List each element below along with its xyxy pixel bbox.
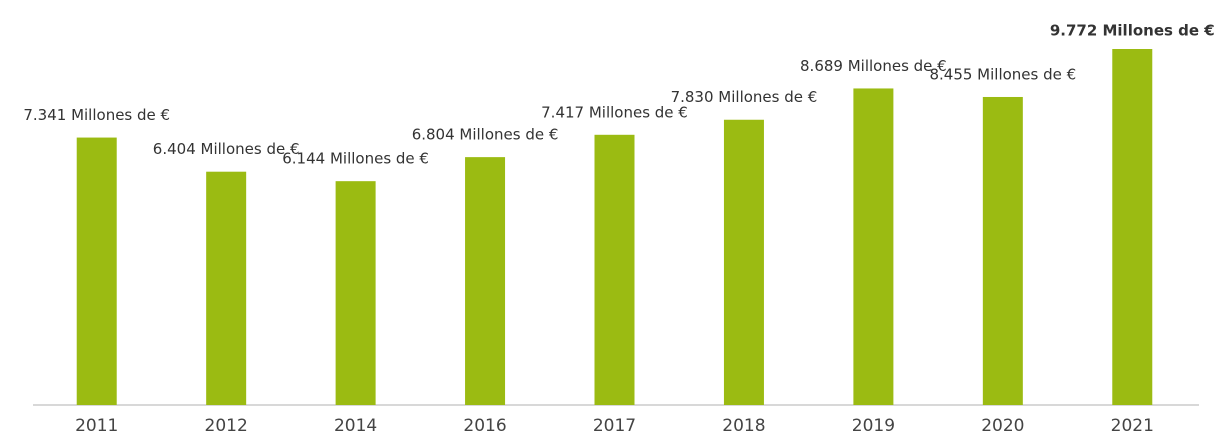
x-tick-label: 2017 (593, 416, 636, 436)
data-label: 7.341 Millones de € (23, 106, 170, 124)
x-tick-label: 2020 (981, 416, 1024, 436)
bar (853, 88, 894, 406)
data-label: 8.689 Millones de € (800, 57, 947, 75)
data-label: 6.144 Millones de € (282, 150, 429, 168)
x-tick-label: 2018 (722, 416, 765, 436)
bar (76, 137, 117, 405)
bar (982, 96, 1023, 405)
data-label: 6.404 Millones de € (153, 140, 300, 158)
x-tick-label: 2019 (852, 416, 895, 436)
x-tick-label: 2012 (205, 416, 248, 436)
bar (206, 171, 247, 405)
data-label: 7.417 Millones de € (541, 103, 688, 121)
bar (465, 157, 506, 405)
x-tick-label: 2011 (75, 416, 118, 436)
x-tick-label: 2021 (1111, 416, 1154, 436)
bar (723, 119, 764, 405)
x-tick-label: 2014 (334, 416, 377, 436)
bar (1112, 49, 1153, 405)
x-tick-label: 2016 (463, 416, 506, 436)
bar (594, 134, 635, 405)
data-label: 9.772 Millones de € (1050, 22, 1215, 40)
data-label: 6.804 Millones de € (412, 126, 559, 144)
bar (335, 181, 376, 405)
data-label: 8.455 Millones de € (929, 65, 1076, 83)
data-label: 7.830 Millones de € (671, 88, 818, 106)
